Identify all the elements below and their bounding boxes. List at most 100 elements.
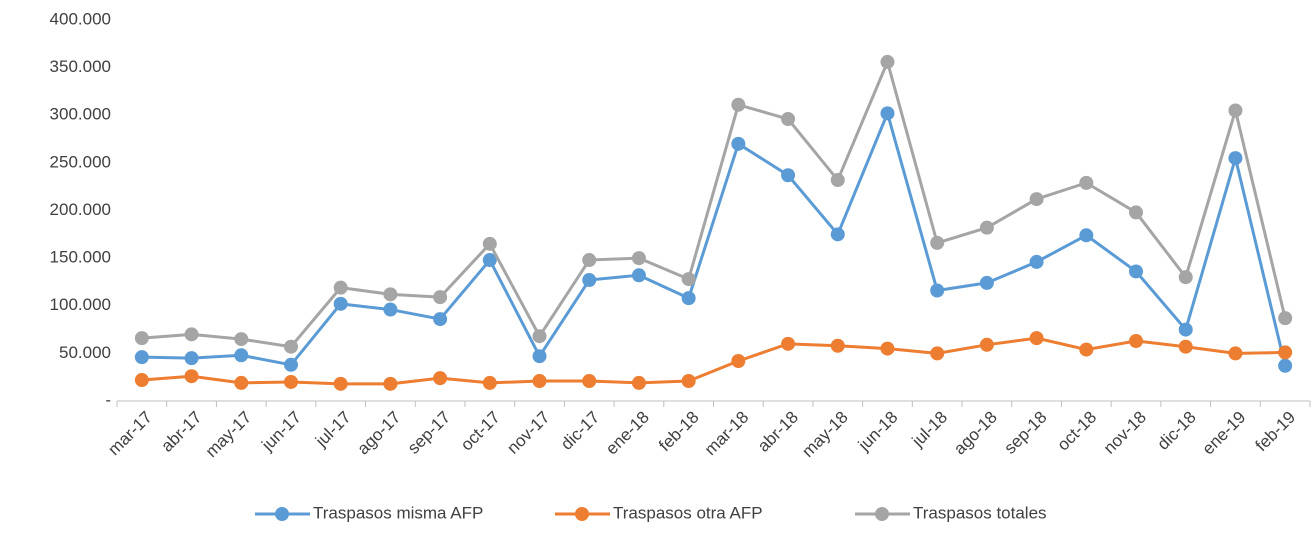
data-point <box>681 373 696 388</box>
data-point <box>681 272 696 287</box>
data-point <box>433 312 448 327</box>
x-tick-label: sep-18 <box>1000 408 1050 458</box>
data-point <box>482 236 497 251</box>
series-line <box>141 336 1286 386</box>
data-point <box>234 348 249 363</box>
data-point <box>582 253 597 268</box>
data-point <box>283 374 298 389</box>
data-point <box>1228 346 1243 361</box>
legend-label: Traspasos misma AFP <box>313 503 483 522</box>
data-point <box>433 371 448 386</box>
data-point <box>1228 103 1243 118</box>
data-point <box>333 376 348 391</box>
data-point <box>781 112 796 127</box>
x-tick-label: nov-18 <box>1100 408 1150 458</box>
data-point <box>781 336 796 351</box>
data-point <box>383 376 398 391</box>
data-point <box>1029 192 1044 207</box>
data-point <box>731 353 746 368</box>
data-point <box>283 339 298 354</box>
data-point <box>880 54 895 69</box>
data-point <box>830 338 845 353</box>
data-point <box>383 302 398 317</box>
x-tick-label: feb-19 <box>1252 408 1300 456</box>
data-point <box>781 168 796 183</box>
data-point <box>1178 339 1193 354</box>
data-point <box>930 346 945 361</box>
data-point <box>1278 345 1293 360</box>
data-point <box>333 280 348 295</box>
legend-item: Traspasos otra AFP <box>555 503 763 522</box>
data-point <box>1178 322 1193 337</box>
data-point <box>979 337 994 352</box>
data-point <box>532 329 547 344</box>
x-tick-label: ene-18 <box>602 408 653 459</box>
data-point <box>184 351 199 366</box>
data-point <box>979 220 994 235</box>
data-point <box>582 373 597 388</box>
data-point <box>333 296 348 311</box>
data-point <box>482 253 497 268</box>
data-point <box>433 290 448 305</box>
data-point <box>880 341 895 356</box>
legend-marker <box>875 507 889 521</box>
data-point <box>234 375 249 390</box>
series-line <box>141 111 1287 367</box>
x-tick-label: dic-18 <box>1154 408 1200 454</box>
data-point <box>681 291 696 306</box>
x-tick-label: abr-18 <box>754 408 802 456</box>
x-tick-label: feb-18 <box>655 408 703 456</box>
data-point <box>1029 254 1044 269</box>
y-tick-label: 300.000 <box>50 105 111 124</box>
data-point <box>731 136 746 151</box>
x-tick-label: sep-17 <box>404 408 454 458</box>
x-tick-label: nov-17 <box>503 408 553 458</box>
data-point <box>1278 311 1293 326</box>
data-point <box>830 227 845 242</box>
data-point <box>1079 175 1094 190</box>
data-point <box>1278 358 1293 373</box>
data-point <box>1228 151 1243 166</box>
x-tick-label: dic-17 <box>557 408 603 454</box>
data-point <box>134 350 149 365</box>
x-tick-label: jun-17 <box>257 408 305 456</box>
x-tick-label: oct-17 <box>457 408 504 455</box>
data-point <box>880 106 895 121</box>
y-tick-label: 400.000 <box>50 9 111 28</box>
data-point <box>1029 331 1044 346</box>
data-point <box>631 251 646 266</box>
legend-marker <box>575 507 589 521</box>
data-point <box>184 327 199 342</box>
data-point <box>631 268 646 283</box>
y-tick-label: 150.000 <box>50 248 111 267</box>
y-tick-label: 200.000 <box>50 200 111 219</box>
x-tick-label: ago-18 <box>950 408 1001 459</box>
data-point <box>979 275 994 290</box>
data-point <box>482 375 497 390</box>
x-tick-label: ago-17 <box>354 408 405 459</box>
x-tick-label: mar-18 <box>701 408 753 460</box>
data-point <box>1079 228 1094 243</box>
legend-item: Traspasos totales <box>855 503 1047 522</box>
legend-item: Traspasos misma AFP <box>255 503 483 522</box>
data-point <box>134 331 149 346</box>
x-tick-label: mar-17 <box>104 408 156 460</box>
x-tick-label: jul-17 <box>311 408 355 452</box>
legend-label: Traspasos otra AFP <box>613 503 763 522</box>
x-tick-label: may-18 <box>798 408 852 462</box>
data-point <box>731 97 746 112</box>
x-tick-label: oct-18 <box>1053 408 1100 455</box>
data-point <box>184 369 199 384</box>
y-tick-label: 50.000 <box>59 343 111 362</box>
data-point <box>1178 270 1193 285</box>
data-point <box>930 235 945 250</box>
data-point <box>1129 205 1144 220</box>
data-point <box>582 273 597 288</box>
x-tick-label: abr-17 <box>157 408 205 456</box>
y-tick-label: 350.000 <box>50 57 111 76</box>
data-point <box>532 349 547 364</box>
legend-label: Traspasos totales <box>913 503 1047 522</box>
y-tick-label: - <box>105 390 111 409</box>
y-tick-label: 250.000 <box>50 152 111 171</box>
